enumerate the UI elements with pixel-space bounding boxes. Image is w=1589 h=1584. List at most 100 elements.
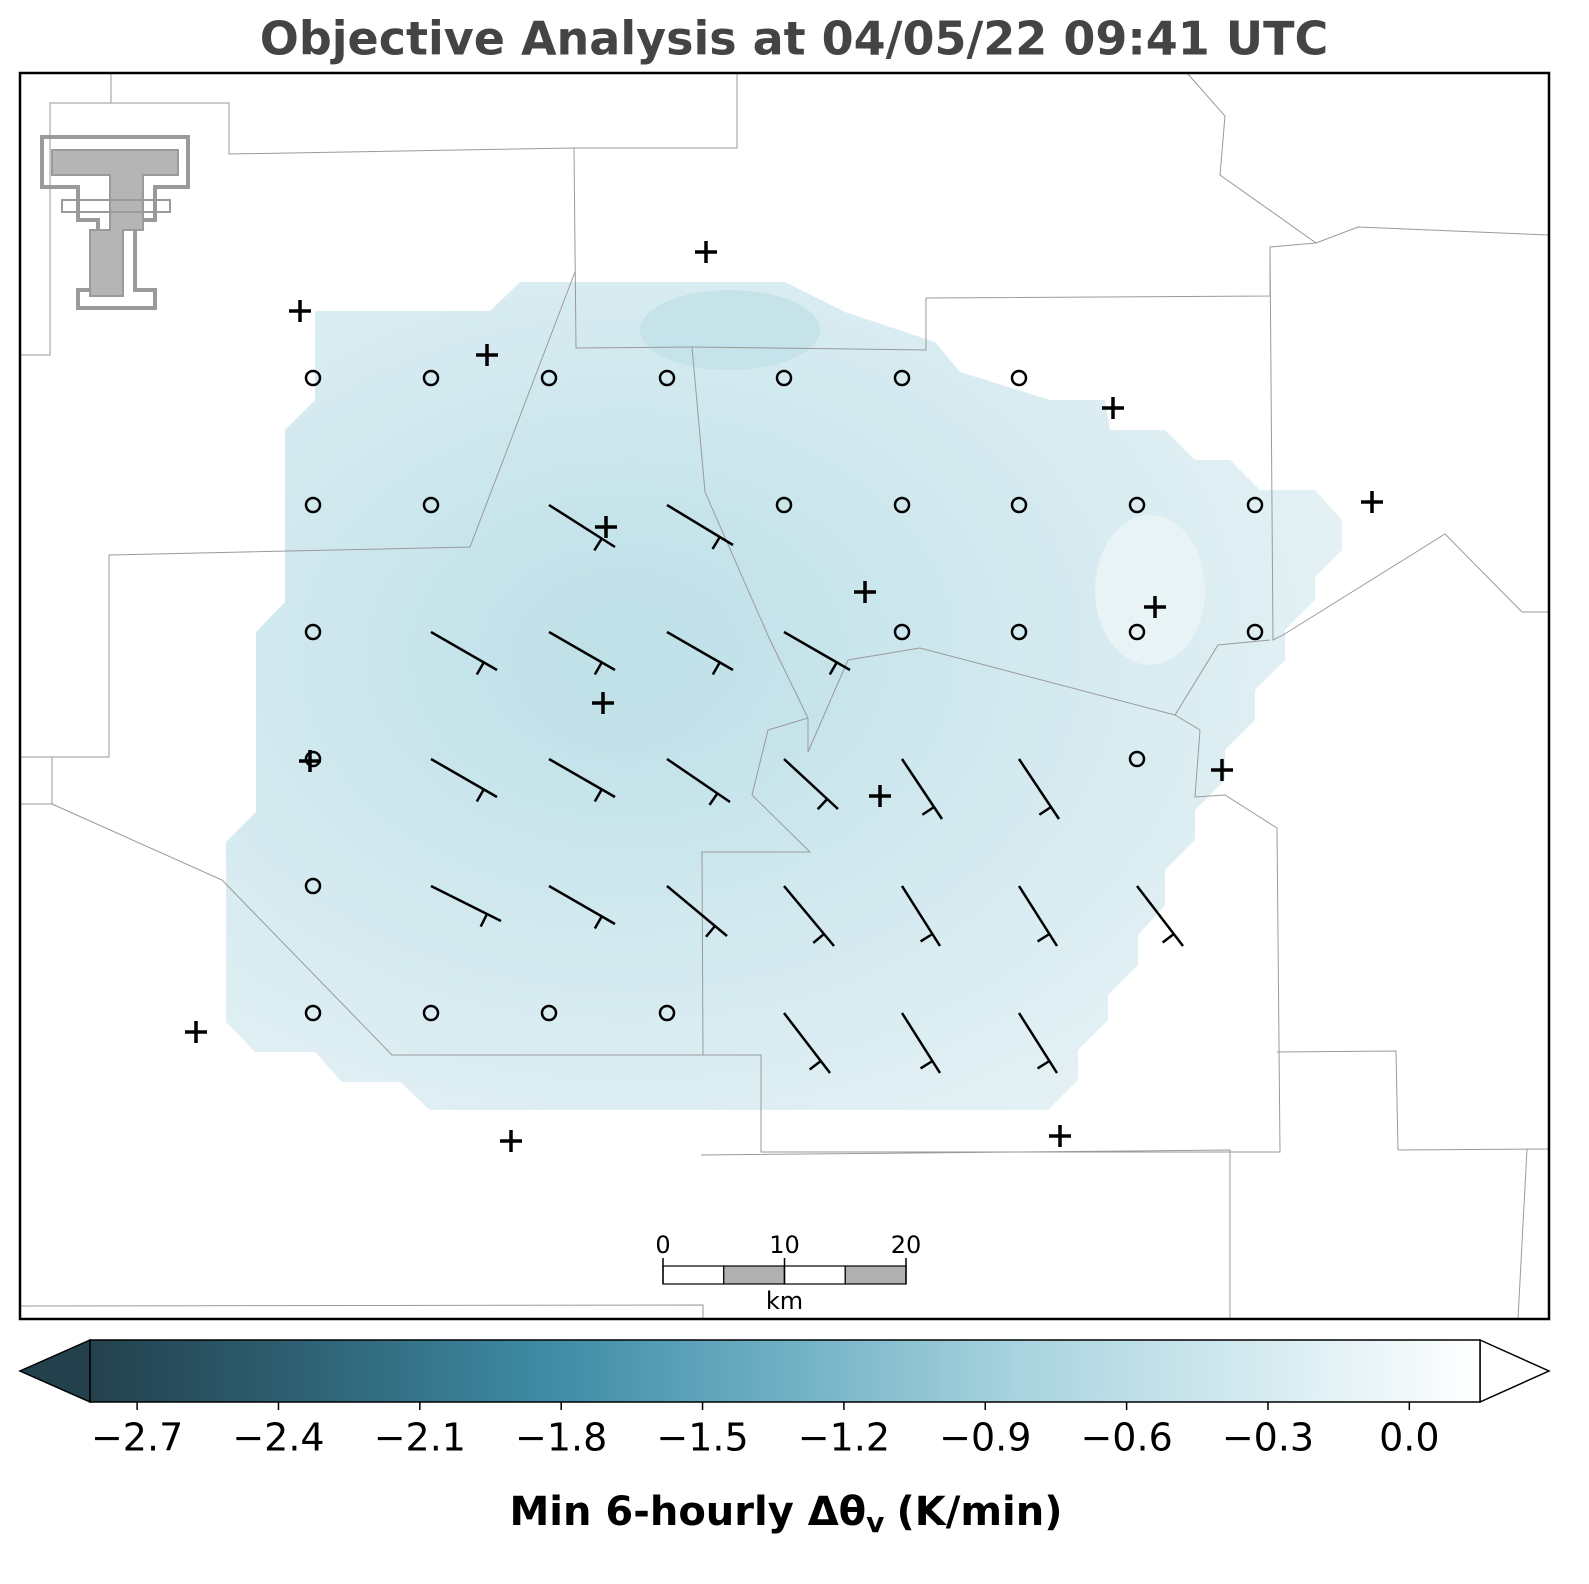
wind-barb (548, 503, 616, 549)
calm-station (1010, 623, 1028, 641)
wind-barb (430, 757, 498, 799)
scale-unit: km (766, 1287, 803, 1315)
chart-title: Objective Analysis at 04/05/22 09:41 UTC (260, 12, 1329, 66)
station-marker (1361, 491, 1383, 513)
label-subscript: v (866, 1506, 884, 1539)
wind-barb (666, 757, 731, 804)
wind-barb-tick (711, 536, 721, 550)
colorbar-tick-label: −1.5 (656, 1416, 748, 1460)
label-suffix: (K/min) (896, 1489, 1062, 1535)
wind-barb-tick (828, 661, 838, 676)
wind-barb-tick (816, 798, 829, 811)
wind-barb (1017, 758, 1061, 820)
station-marker (592, 692, 614, 714)
wind-barb-tick (812, 933, 825, 944)
station-marker (1102, 397, 1124, 419)
wind-barb-tick (921, 805, 935, 816)
station-marker (289, 300, 311, 322)
wind-barb (430, 884, 502, 923)
colorbar-tick-label: −2.7 (91, 1416, 183, 1460)
colorbar-tick-label: 0.0 (1379, 1416, 1439, 1460)
wind-barb (783, 630, 851, 672)
label-text: Min 6-hourly Δθ (510, 1489, 867, 1535)
station-marker (185, 1021, 207, 1043)
wind-barb (783, 758, 839, 810)
calm-station (304, 496, 322, 514)
colorbar-extend-low (18, 1338, 91, 1404)
wind-barb-tick (1036, 932, 1051, 943)
wind-barb (1136, 885, 1184, 947)
station-marker (695, 241, 717, 263)
county-lines (19, 72, 1550, 1320)
wind-barb-tick (593, 661, 603, 676)
wind-barb-tick (1038, 805, 1052, 816)
colorbar-tick-label: −1.2 (798, 1416, 890, 1460)
wind-barb-tick (1036, 1059, 1051, 1070)
wind-barb (783, 1012, 831, 1074)
calm-station (304, 750, 322, 768)
wind-barb (548, 630, 616, 672)
calm-station (658, 1004, 676, 1022)
calm-station (1010, 369, 1028, 387)
wind-barb (666, 503, 734, 547)
wind-barb (783, 885, 835, 947)
stations (185, 241, 1383, 1152)
calm-station (304, 623, 322, 641)
calm-station (775, 369, 793, 387)
calm-station (893, 496, 911, 514)
calm-station (304, 877, 322, 895)
wind-barb-tick (475, 788, 485, 803)
calm-station (1128, 623, 1146, 641)
colorbar-tick-label: −0.3 (1222, 1416, 1314, 1460)
field-low (640, 290, 820, 370)
scale-label: 10 (769, 1231, 800, 1259)
logo (40, 135, 190, 310)
wind-barb-tick (479, 913, 489, 928)
map-frame (18, 71, 1551, 1321)
wind-barb-tick (708, 792, 719, 806)
station-marker (854, 581, 876, 603)
wind-barb-tick (593, 915, 603, 930)
wind-barb (900, 758, 944, 820)
field-low (510, 565, 730, 755)
colorbar: −2.7 −2.4 −2.1 −1.8 −1.5 −1.2 −0.9 −0.6 −0.3 0.0 (18, 1338, 1551, 1460)
calm-station (304, 369, 322, 387)
map (19, 72, 1550, 1320)
analysis-field (226, 282, 1342, 1110)
calm-station (658, 369, 676, 387)
calm-station (1246, 496, 1264, 514)
station-marker (1211, 759, 1233, 781)
wind-barb-tick (593, 537, 603, 552)
calm-station (893, 369, 911, 387)
colorbar-body (89, 1339, 1481, 1403)
calm-station (422, 496, 440, 514)
wind-barb-tick (919, 932, 934, 943)
wind-barb (548, 757, 616, 799)
wind-barb (1017, 1012, 1059, 1074)
station-marker (1144, 596, 1166, 618)
station-marker (869, 785, 891, 807)
scale-segment (662, 1265, 725, 1285)
wind-barb-tick (705, 925, 716, 938)
calm-station (540, 1004, 558, 1022)
colorbar-tick-label: −1.8 (515, 1416, 607, 1460)
wind-barb (666, 885, 728, 937)
wind-barb-tick (919, 1059, 934, 1070)
scale-label: 20 (891, 1231, 922, 1259)
wind-barb (548, 884, 616, 926)
wind-barb-tick (711, 661, 721, 676)
colorbar-tick-label: −0.6 (1080, 1416, 1172, 1460)
wind-barb (430, 630, 498, 672)
wind-barb (900, 1012, 942, 1074)
scale-segment (844, 1265, 907, 1285)
colorbar-tick-label: −0.9 (939, 1416, 1031, 1460)
calm-station (540, 369, 558, 387)
calm-station (775, 496, 793, 514)
station-marker (1049, 1125, 1071, 1147)
calm-station (1128, 750, 1146, 768)
scale-segment (723, 1265, 786, 1285)
scale-label: 0 (655, 1231, 670, 1259)
wind-barb (900, 885, 942, 947)
station-marker (595, 516, 617, 538)
